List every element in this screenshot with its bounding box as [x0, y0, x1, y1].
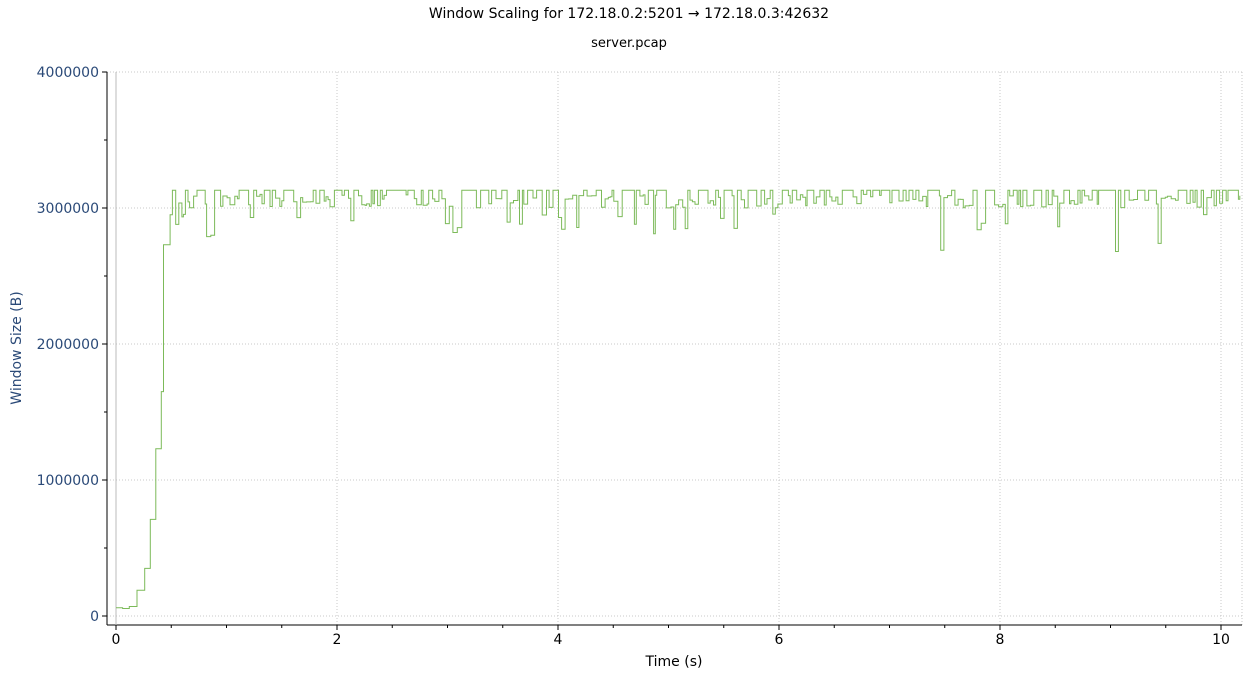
y-axis-label: Window Size (B): [9, 291, 25, 404]
x-tick-label: 4: [554, 632, 563, 648]
x-tick-label: 2: [333, 632, 342, 648]
y-tick-label: 3000000: [37, 201, 99, 217]
x-tick-label: 10: [1212, 632, 1230, 648]
x-tick-label: 6: [775, 632, 784, 648]
grid-lines: [107, 71, 1243, 625]
axes: [106, 72, 1242, 626]
x-axis-label: Time (s): [645, 654, 703, 670]
y-tick-label: 0: [90, 609, 99, 625]
plot-area: [116, 189, 1241, 609]
x-tick-label: 0: [112, 632, 121, 648]
x-axis-ticks: 0 2 4 6 8 10: [112, 625, 1230, 648]
y-tick-label: 4000000: [37, 65, 99, 81]
x-tick-label: 8: [996, 632, 1005, 648]
y-tick-label: 2000000: [37, 337, 99, 353]
y-tick-label: 1000000: [37, 473, 99, 489]
chart-subtitle: server.pcap: [591, 36, 667, 51]
window-size-series-line: [116, 189, 1241, 609]
y-axis-ticks: 0 1000000 2000000 3000000 4000000: [37, 65, 107, 625]
chart-title: Window Scaling for 172.18.0.2:5201 → 172…: [429, 6, 829, 22]
